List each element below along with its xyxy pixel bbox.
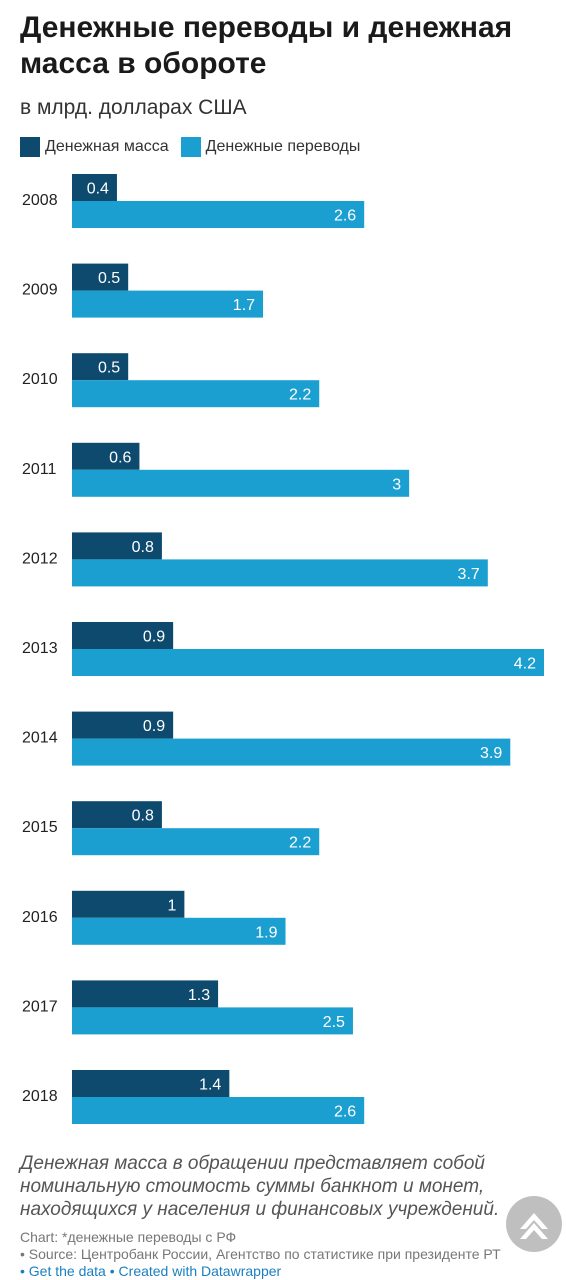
bar-value-label: 0.6 [109,449,131,466]
bar-value-label: 2.2 [289,387,311,404]
bar-value-label: 1.7 [233,297,255,314]
bar-value-label: 0.4 [87,181,109,198]
y-tick-label: 2010 [22,371,58,388]
y-tick-label: 2015 [22,819,58,836]
y-tick-label: 2014 [22,730,58,747]
bar-value-label: 2.5 [323,1014,345,1031]
legend-swatch-money-supply [20,137,40,157]
legend-label-remittances: Денежные переводы [205,138,361,155]
chart-legend: Денежная масса Денежные переводы [20,137,372,157]
footer-source: • Source: Центробанк России, Агентство п… [20,1246,501,1262]
footer-chart-note: Chart: *денежные переводы с РФ [20,1229,237,1245]
bar-remittances [72,559,488,587]
legend-swatch-remittances [180,137,201,157]
bar-value-label: 2.2 [289,835,311,852]
bar-value-label: 3 [392,476,401,493]
y-tick-label: 2011 [22,461,57,478]
y-tick-label: 2017 [22,998,58,1015]
bar-value-label: 1 [167,897,176,914]
bar-value-label: 0.9 [143,629,165,646]
scroll-to-top-button[interactable] [506,1196,562,1252]
bar-money-supply [72,890,185,918]
legend-item-money-supply: Денежная масса [20,137,169,157]
bar-value-label: 1.4 [199,1077,221,1094]
footer-links: • Get the data • Created with Datawrappe… [20,1263,281,1279]
bar-money-supply [72,353,129,381]
bar-money-supply [72,711,174,739]
y-tick-label: 2008 [22,192,58,209]
bar-value-label: 0.8 [132,539,154,556]
bar-remittances [72,380,320,408]
bar-remittances [72,1007,353,1035]
bar-value-label: 1.3 [188,987,210,1004]
y-tick-label: 2016 [22,909,58,926]
bar-value-label: 3.9 [480,745,502,762]
bar-remittances [72,201,365,228]
bar-money-supply [72,263,129,291]
bar-remittances [72,649,544,676]
bar-money-supply [72,442,140,470]
y-tick-label: 2012 [22,550,58,567]
bar-chart: 2008 0.4 2.6 2009 0.5 1.7 2010 0.5 2.2 2011 0.6 3 20… [22,174,544,1124]
bar-remittances [72,917,286,945]
bar-money-supply [72,1070,230,1097]
bar-remittances [72,469,410,497]
chart-subtitle: в млрд. долларах США [20,96,247,119]
bar-value-label: 3.7 [458,566,480,583]
created-with-datawrapper-link[interactable]: • Created with Datawrapper [109,1263,282,1279]
bar-value-label: 0.5 [98,360,120,377]
bar-remittances [72,828,320,856]
get-the-data-link[interactable]: • Get the data [20,1263,106,1279]
y-tick-label: 2013 [22,640,58,657]
bar-value-label: 2.6 [334,1104,356,1121]
y-tick-label: 2009 [22,282,58,299]
legend-label-money-supply: Денежная масса [45,138,169,155]
bar-money-supply [72,801,162,829]
bar-remittances [72,1097,365,1124]
bar-value-label: 1.9 [255,924,277,941]
bar-value-label: 0.8 [132,808,154,825]
bar-remittances [72,290,264,318]
bar-remittances [72,738,511,766]
bar-value-label: 4.2 [514,656,536,673]
bar-value-label: 0.5 [98,270,120,287]
chevron-up-icon [520,1213,548,1239]
bar-money-supply [72,980,219,1008]
bar-money-supply [72,174,117,201]
chart-title: Денежные переводы и денежная масса в обо… [20,11,513,80]
bar-money-supply [72,622,174,649]
bar-value-label: 0.9 [143,718,165,735]
chart-note: Денежная масса в обращении представляет … [20,1153,500,1220]
bar-money-supply [72,532,162,560]
legend-item-remittances: Денежные переводы [180,137,361,157]
bar-value-label: 2.6 [334,208,356,225]
y-tick-label: 2018 [22,1088,58,1105]
